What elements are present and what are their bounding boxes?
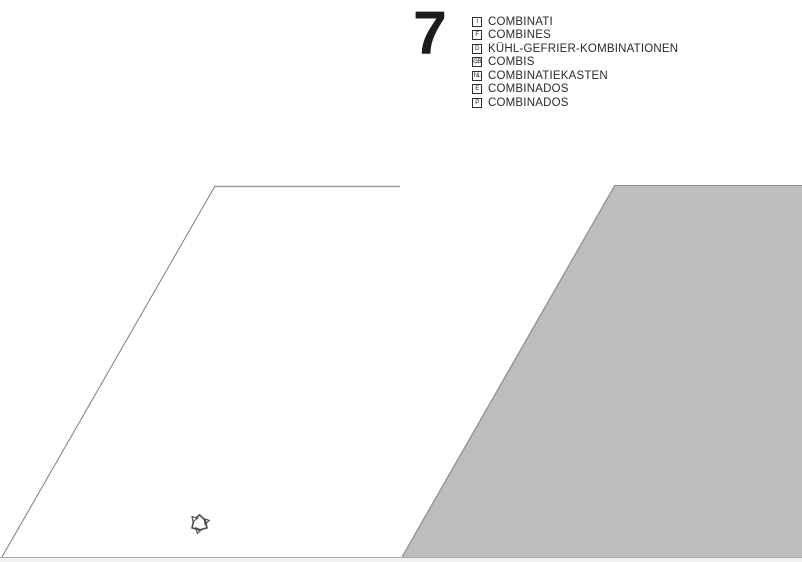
gray-parallelogram	[402, 185, 802, 557]
list-item: D KÜHL-GEFRIER-KOMBINATIONEN	[472, 42, 678, 56]
chapter-title-label: COMBINADOS	[488, 96, 569, 109]
language-code-badge: D	[472, 43, 482, 54]
chapter-title-list: I COMBINATI F COMBINES D KÜHL-GEFRIER-KO…	[472, 15, 678, 110]
outline-parallelogram-slant-edge	[1, 185, 216, 558]
language-code-badge: P	[472, 97, 482, 108]
list-item: F COMBINES	[472, 29, 678, 43]
recycling-arrow	[191, 515, 201, 532]
language-code-badge: F	[472, 30, 482, 41]
chapter-title-label: COMBINATI	[488, 15, 553, 28]
list-item: P COMBINADOS	[472, 96, 678, 110]
language-code-badge: I	[472, 16, 482, 27]
language-code-badge: E	[472, 84, 482, 95]
gray-parallelogram-slant-edge	[401, 184, 616, 558]
list-item: GB COMBIS	[472, 56, 678, 70]
language-code-badge: GB	[472, 57, 482, 68]
chapter-title-label: KÜHL-GEFRIER-KOMBINATIONEN	[488, 42, 679, 55]
chapter-title-label: COMBIS	[488, 56, 535, 69]
list-item: NL COMBINATIEKASTEN	[472, 69, 678, 83]
chapter-number: 7	[413, 0, 447, 67]
page-bottom-rule	[0, 557, 802, 562]
language-code-badge: NL	[472, 70, 482, 81]
chapter-title-label: COMBINES	[488, 29, 551, 42]
chapter-title-label: COMBINATIEKASTEN	[488, 69, 608, 82]
chapter-title-label: COMBINADOS	[488, 83, 569, 96]
list-item: I COMBINATI	[472, 15, 678, 29]
list-item: E COMBINADOS	[472, 83, 678, 97]
recycling-icon	[191, 513, 211, 535]
